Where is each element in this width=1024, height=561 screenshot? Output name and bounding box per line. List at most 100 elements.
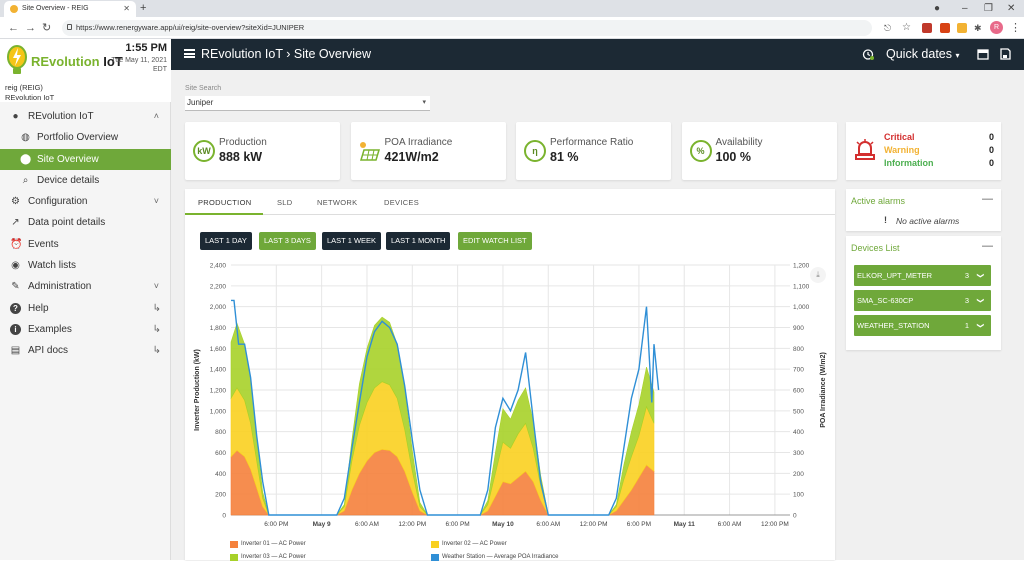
url-input[interactable]: https://www.renergyware.app/ui/reig/site… bbox=[62, 20, 872, 36]
save-icon[interactable] bbox=[999, 48, 1011, 60]
collapse-icon[interactable]: — bbox=[982, 240, 993, 252]
external-link-icon: ↳ bbox=[152, 345, 161, 357]
siren-icon bbox=[855, 139, 875, 160]
y-tick-label: 1,400 bbox=[210, 367, 227, 374]
reload-icon[interactable]: ↻ bbox=[42, 22, 52, 34]
y2-tick-label: 800 bbox=[793, 346, 804, 353]
sidebar-item-label: Administration bbox=[28, 281, 92, 293]
quick-dates-button[interactable]: Quick dates ▾ bbox=[886, 47, 960, 61]
extension-record-icon[interactable] bbox=[940, 23, 950, 33]
quick-dates-label: Quick dates bbox=[886, 47, 953, 61]
download-icon[interactable]: ⤓ bbox=[810, 267, 826, 283]
sidebar-item-configuration[interactable]: ⚙ Configuration ˅ bbox=[0, 191, 171, 212]
device-item[interactable]: WEATHER_STATION 1 ❯ bbox=[854, 315, 991, 336]
sidebar-item-events[interactable]: ⏰ Events bbox=[0, 234, 171, 255]
device-item[interactable]: ELKOR_UPT_METER 3 ❯ bbox=[854, 265, 991, 286]
forward-icon[interactable]: → bbox=[25, 22, 36, 34]
range-button-last-1-day[interactable]: LAST 1 DAY bbox=[200, 232, 252, 250]
tab-production[interactable]: PRODUCTION bbox=[198, 198, 252, 207]
chevron-icon[interactable]: ˅ bbox=[153, 196, 159, 207]
calendar-icon[interactable] bbox=[977, 48, 989, 60]
sidebar: REvolution IoT 1:55 PM Tue May 11, 2021 … bbox=[0, 39, 171, 560]
extension-shield-icon[interactable] bbox=[922, 23, 932, 33]
sidebar-item-api-docs[interactable]: ▤ API docs ↳ bbox=[0, 340, 171, 361]
y-tick-label: 1,200 bbox=[210, 388, 227, 395]
sidebar-item-help[interactable]: ? Help ↳ bbox=[0, 298, 171, 319]
extension-badge-icon[interactable] bbox=[957, 23, 967, 33]
record-icon[interactable]: ● bbox=[934, 3, 941, 14]
browser-menu-icon[interactable]: ⋮ bbox=[1010, 22, 1021, 34]
y2-tick-label: 900 bbox=[793, 325, 804, 332]
alarm-row-information: Information 0 bbox=[884, 158, 994, 168]
sidebar-item-data-point-details[interactable]: ↗ Data point details bbox=[0, 212, 171, 233]
percent-icon: % bbox=[689, 140, 712, 162]
sidebar-item-label: Configuration bbox=[28, 196, 88, 208]
kpi-card-performance-ratio: η Performance Ratio 81 % bbox=[516, 122, 671, 180]
sidebar-item-revolution-iot[interactable]: ● REvolution IoT ˄ bbox=[0, 106, 171, 127]
chevron-down-icon[interactable]: ❯ bbox=[976, 322, 984, 329]
chevron-down-icon[interactable]: ❯ bbox=[976, 297, 984, 304]
device-name: ELKOR_UPT_METER bbox=[857, 271, 933, 280]
y-tick-label: 1,000 bbox=[210, 408, 227, 415]
y2-tick-label: 400 bbox=[793, 429, 804, 436]
sidebar-item-device-details[interactable]: ⌕ Device details bbox=[0, 170, 171, 191]
sidebar-item-examples[interactable]: i Examples ↳ bbox=[0, 319, 171, 340]
sidebar-item-label: API docs bbox=[28, 345, 69, 357]
back-icon[interactable]: ← bbox=[8, 22, 19, 34]
external-link-icon: ↳ bbox=[152, 302, 161, 314]
new-tab-icon[interactable]: + bbox=[140, 2, 147, 14]
chevron-icon[interactable]: ˅ bbox=[153, 281, 159, 292]
range-button-last-1-week[interactable]: LAST 1 WEEK bbox=[322, 232, 382, 250]
tab-devices[interactable]: DEVICES bbox=[384, 198, 420, 207]
kpi-card-production: kW Production 888 kW bbox=[185, 122, 340, 180]
sidebar-item-portfolio-overview[interactable]: ◍ Portfolio Overview bbox=[0, 127, 171, 148]
devices-list-panel: Devices List — ELKOR_UPT_METER 3 ❯ SMA_SC-6… bbox=[846, 236, 1001, 350]
browser-tab[interactable]: Site Overview - REIG ✕ bbox=[4, 1, 136, 17]
clock-tz: EDT bbox=[153, 66, 167, 73]
x-tick-label: 6:00 PM bbox=[446, 521, 470, 528]
legend-label: Inverter 02 — AC Power bbox=[442, 541, 507, 547]
y2-tick-label: 300 bbox=[793, 450, 804, 457]
browser-tab-title: Site Overview - REIG bbox=[22, 5, 89, 12]
tab-sld[interactable]: SLD bbox=[277, 198, 293, 207]
device-count: 3 bbox=[964, 296, 969, 305]
sidebar-item-label: Device details bbox=[37, 174, 100, 186]
tab-network[interactable]: NETWORK bbox=[317, 198, 358, 207]
kpi-label: POA Irradiance bbox=[384, 137, 453, 148]
alarm-clock-icon[interactable] bbox=[862, 48, 874, 60]
url-text: https://www.renergyware.app/ui/reig/site… bbox=[76, 23, 305, 32]
profile-avatar[interactable]: R bbox=[990, 21, 1003, 34]
collapse-icon[interactable]: — bbox=[982, 193, 993, 205]
sidebar-item-site-overview[interactable]: ⬤ Site Overview bbox=[0, 148, 171, 170]
maximize-icon[interactable]: ❐ bbox=[984, 3, 993, 14]
chevron-down-icon[interactable]: ❯ bbox=[976, 272, 984, 279]
production-chart: 0 200 400 600 800 1,000 1,200 1,400 1,600 1,800 2,… bbox=[194, 263, 827, 529]
logo-text: REvolution IoT bbox=[31, 54, 123, 69]
site-search-select[interactable]: Juniper ▾ bbox=[185, 96, 430, 111]
minimize-icon[interactable]: – bbox=[962, 3, 968, 14]
sidebar-item-administration[interactable]: ✎ Administration ˅ bbox=[0, 276, 171, 297]
hamburger-menu-icon[interactable] bbox=[184, 49, 195, 58]
alarm-count: 0 bbox=[988, 158, 994, 168]
main-content: Site Search Juniper ▾ kW Production 888 kW… bbox=[171, 70, 1024, 561]
share-icon[interactable]: ⎋ bbox=[884, 23, 892, 33]
range-button-last-3-days[interactable]: LAST 3 DAYS bbox=[259, 232, 316, 250]
org-name: REvolution IoT bbox=[5, 93, 55, 102]
y2-tick-label: 100 bbox=[793, 492, 804, 499]
book-icon: ▤ bbox=[10, 345, 21, 357]
x-tick-label: May 9 bbox=[313, 521, 331, 528]
sidebar-item-label: Site Overview bbox=[37, 153, 99, 165]
range-button-edit-watch-list[interactable]: EDIT WATCH LIST bbox=[458, 232, 532, 250]
bookmark-star-icon[interactable]: ☆ bbox=[902, 22, 911, 33]
circle-icon: ● bbox=[12, 111, 19, 122]
window-close-icon[interactable]: ✕ bbox=[1007, 3, 1016, 14]
range-button-last-1-month[interactable]: LAST 1 MONTH bbox=[386, 232, 451, 250]
breadcrumb-root[interactable]: REvolution IoT bbox=[201, 47, 283, 61]
alarm-row-critical: Critical 0 bbox=[884, 132, 994, 142]
close-tab-icon[interactable]: ✕ bbox=[123, 4, 130, 13]
y2-tick-label: 1,200 bbox=[793, 263, 810, 270]
sidebar-item-watch-lists[interactable]: ◉ Watch lists bbox=[0, 255, 171, 276]
chevron-icon[interactable]: ˄ bbox=[153, 111, 159, 121]
device-item[interactable]: SMA_SC-630CP 3 ❯ bbox=[854, 290, 991, 311]
puzzle-icon[interactable]: ✱ bbox=[974, 23, 982, 33]
